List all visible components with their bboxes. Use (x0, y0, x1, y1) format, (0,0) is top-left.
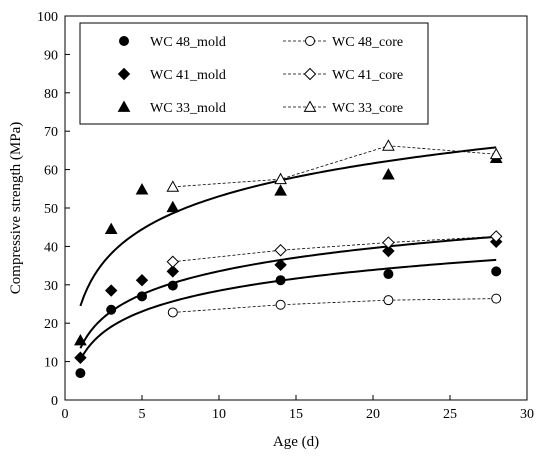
data-point (166, 255, 180, 268)
x-tick-label: 25 (443, 407, 457, 422)
data-point (137, 291, 147, 302)
series-line (172, 298, 497, 313)
data-point (489, 230, 503, 243)
y-tick-label: 90 (44, 48, 58, 63)
data-point (383, 295, 394, 306)
data-point (167, 280, 178, 291)
data-point (106, 304, 117, 315)
legend-label: WC 41_mold (150, 68, 226, 83)
data-point (274, 184, 287, 196)
legend-marker (117, 67, 131, 81)
legend-label: WC 33_core (332, 101, 403, 116)
legend-label: WC 33_mold (150, 101, 226, 116)
x-tick-label: 15 (289, 407, 303, 422)
legend-label: WC 41_core (332, 68, 403, 83)
y-tick-label: 30 (44, 279, 58, 294)
y-tick-label: 20 (44, 317, 58, 332)
trend-curve (79, 146, 497, 307)
x-tick-label: 5 (139, 407, 146, 422)
legend-marker (119, 36, 129, 46)
y-axis-ticks: 0 10 20 30 40 50 60 70 80 90 100 (37, 10, 70, 409)
data-point (135, 183, 149, 195)
data-point (167, 307, 178, 318)
data-point (166, 180, 180, 192)
trend-curve (79, 235, 497, 349)
data-point (135, 273, 149, 287)
legend-marker (303, 67, 317, 81)
series-line (172, 236, 497, 263)
y-tick-label: 40 (44, 240, 58, 255)
data-point (491, 293, 502, 304)
data-point (166, 200, 180, 213)
data-point (383, 269, 394, 280)
y-tick-label: 10 (44, 356, 58, 371)
data-point (275, 275, 286, 286)
data-point (274, 244, 287, 257)
data-point (382, 139, 395, 151)
data-point (382, 168, 395, 180)
y-axis-label: Compressive strength (MPa) (8, 122, 24, 294)
x-axis-ticks: 0 5 10 15 20 25 30 (62, 395, 534, 422)
data-point (274, 258, 287, 272)
data-point (382, 244, 395, 258)
y-tick-label: 50 (44, 202, 58, 217)
data-point (75, 368, 86, 379)
trend-curve (79, 258, 497, 361)
data-point (74, 333, 87, 346)
data-point (104, 222, 118, 235)
x-axis-label: Age (d) (273, 434, 319, 450)
y-tick-label: 100 (37, 10, 58, 25)
legend-marker (303, 100, 317, 112)
x-tick-label: 10 (212, 407, 226, 422)
y-tick-label: 80 (44, 87, 58, 102)
data-point (382, 236, 395, 249)
series-dashed-lines (172, 145, 497, 313)
legend-marker (305, 36, 315, 46)
data-point (275, 299, 286, 310)
legend: WC 48_mold WC 48_core WC 41_mold WC 41_core… (79, 22, 429, 125)
x-tick-label: 20 (366, 407, 380, 422)
data-point (274, 172, 287, 185)
data-point (489, 147, 503, 160)
data-point (74, 351, 87, 364)
data-point (491, 266, 502, 277)
x-tick-label: 0 (62, 407, 69, 422)
trend-curves (79, 146, 497, 361)
data-point (104, 284, 118, 297)
legend-box (79, 22, 429, 125)
y-tick-label: 0 (51, 394, 58, 409)
legend-label: WC 48_core (332, 35, 403, 50)
x-tick-label: 30 (520, 407, 534, 422)
legend-label: WC 48_mold (150, 35, 226, 50)
legend-marker (117, 100, 131, 112)
y-tick-label: 60 (44, 164, 58, 179)
data-markers (74, 139, 503, 379)
data-point (166, 265, 180, 278)
y-tick-label: 70 (44, 125, 58, 140)
